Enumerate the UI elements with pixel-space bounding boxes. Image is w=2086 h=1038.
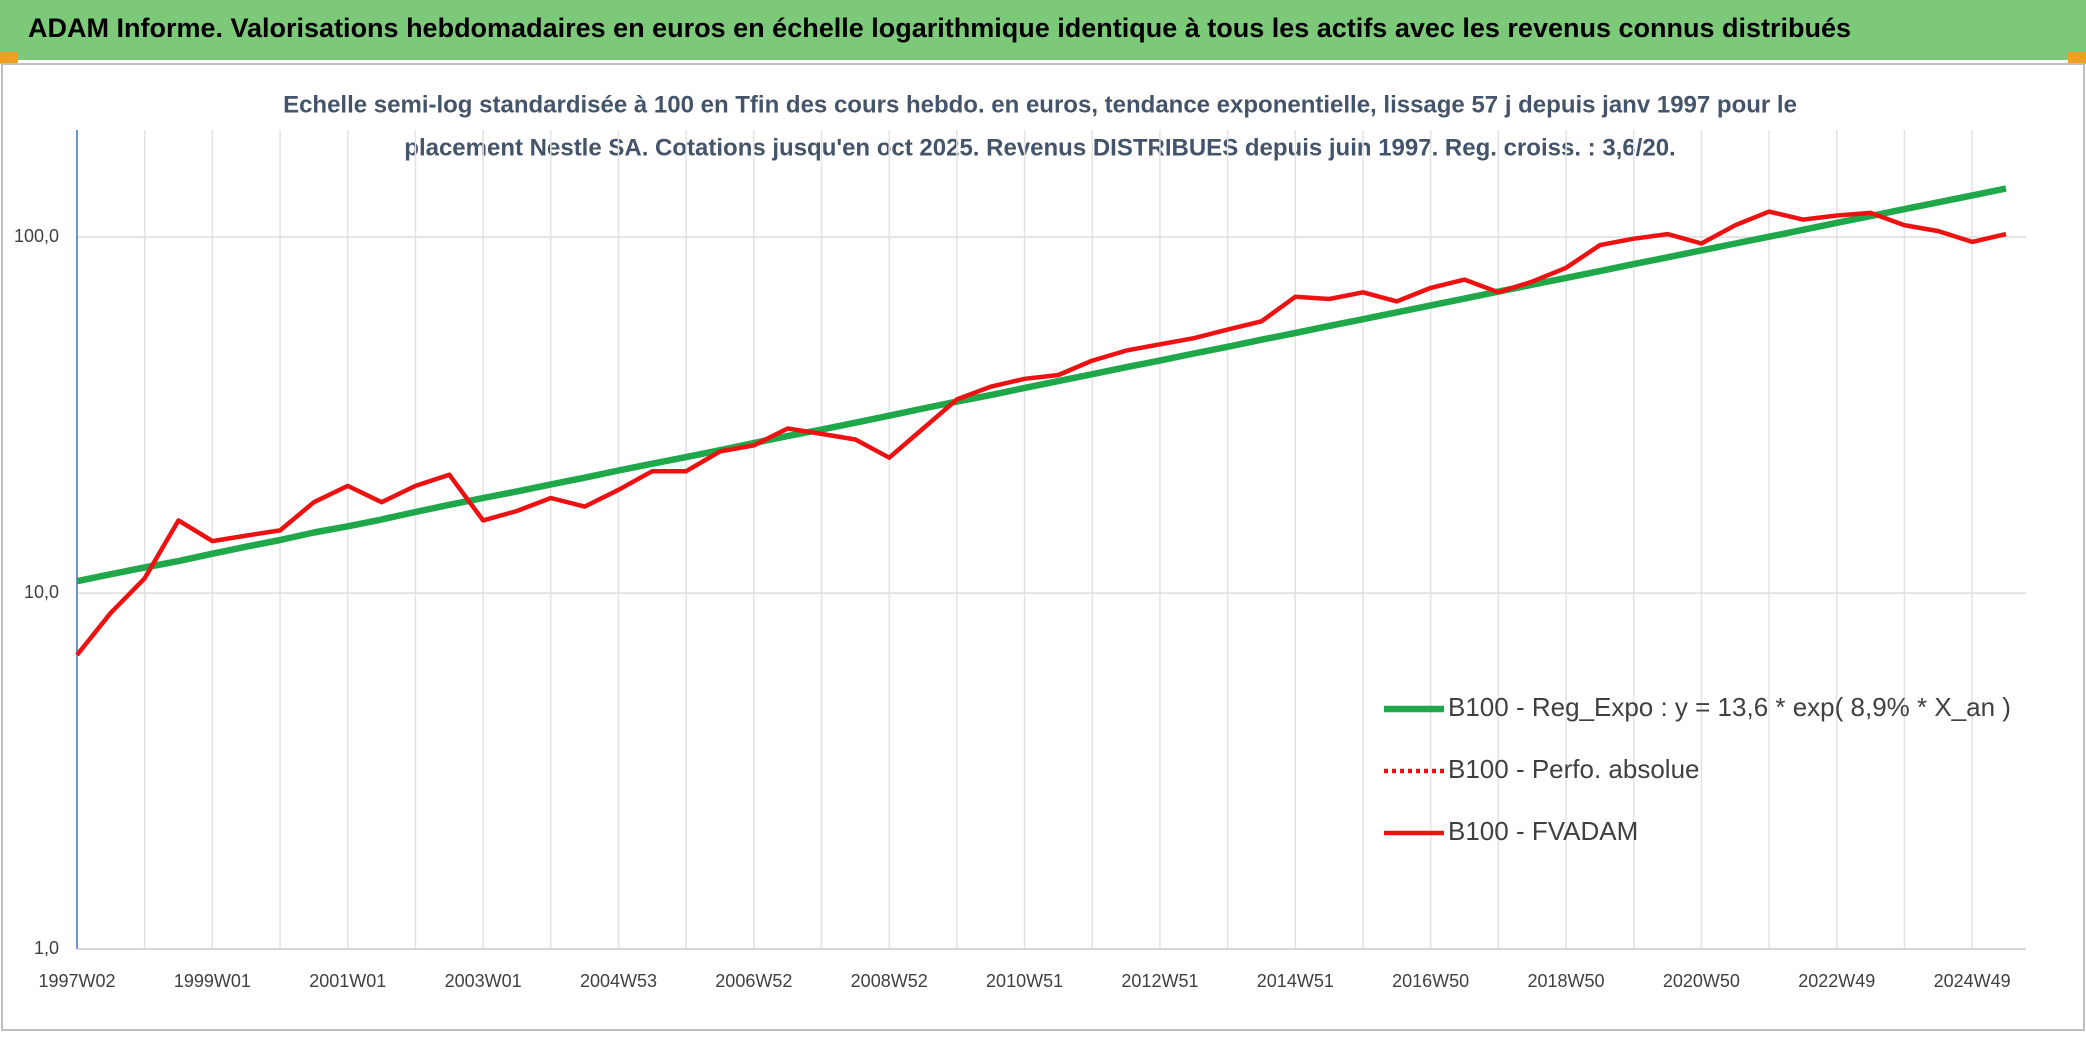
x-tick-label: 2020W50 xyxy=(1663,971,1740,991)
y-tick-label: 100,0 xyxy=(14,226,59,246)
data-line xyxy=(76,185,2007,585)
x-tick-label: 2008W52 xyxy=(851,971,928,991)
header-bar xyxy=(0,0,2086,60)
x-tick-label: 2012W51 xyxy=(1121,971,1198,991)
x-tick-label: 2003W01 xyxy=(445,971,522,991)
x-tick-label: 2010W51 xyxy=(986,971,1063,991)
subtitle: Echelle semi-log standardisée à 100 en T… xyxy=(283,91,1797,118)
x-tick-label: 2004W53 xyxy=(580,971,657,991)
y-tick-label: 10,0 xyxy=(24,582,59,602)
x-tick-label: 1997W02 xyxy=(38,971,115,991)
corner-mark xyxy=(2068,52,2086,64)
chart-title: ADAM Informe. Valorisations hebdomadaire… xyxy=(28,13,1851,43)
legend-label: B100 - Reg_Expo : y = 13,6 * exp( 8,9% *… xyxy=(1448,692,2011,722)
data-line xyxy=(75,209,2007,657)
corner-mark xyxy=(0,52,18,64)
x-tick-label: 2018W50 xyxy=(1528,971,1605,991)
x-tick-label: 2014W51 xyxy=(1257,971,1334,991)
y-tick-label: 1,0 xyxy=(34,938,59,958)
subtitle: placement Nestle SA. Cotations jusqu'en … xyxy=(404,134,1675,161)
x-tick-label: 2022W49 xyxy=(1798,971,1875,991)
x-tick-label: 2001W01 xyxy=(309,971,386,991)
legend-label: B100 - Perfo. absolue xyxy=(1448,754,1700,784)
legend-label: B100 - FVADAM xyxy=(1448,816,1638,846)
x-tick-label: 2016W50 xyxy=(1392,971,1469,991)
chart-frame xyxy=(1,63,2085,1031)
x-tick-label: 1999W01 xyxy=(174,971,251,991)
x-tick-label: 2024W49 xyxy=(1934,971,2011,991)
x-tick-label: 2006W52 xyxy=(715,971,792,991)
